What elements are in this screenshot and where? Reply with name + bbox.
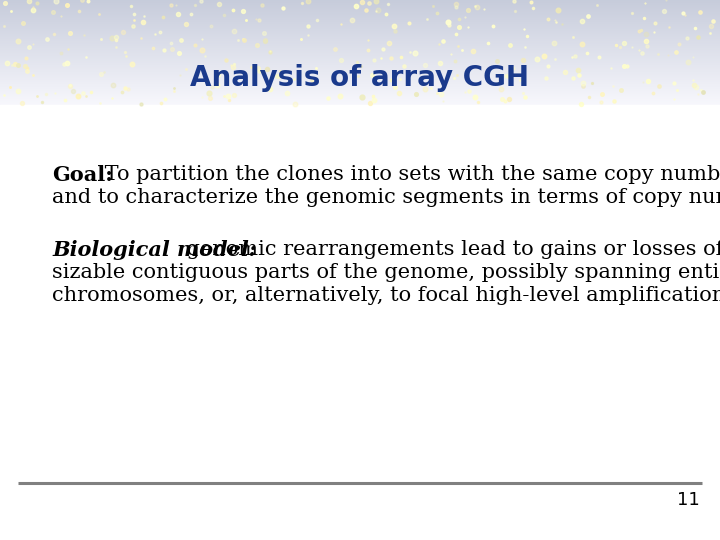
Bar (0, 105, 720, 540)
Text: genomic rearrangements lead to gains or losses of: genomic rearrangements lead to gains or … (180, 240, 720, 259)
Text: and to characterize the genomic segments in terms of copy number.: and to characterize the genomic segments… (52, 188, 720, 207)
Text: Analysis of array CGH: Analysis of array CGH (191, 64, 529, 92)
Text: chromosomes, or, alternatively, to focal high-level amplifications.: chromosomes, or, alternatively, to focal… (52, 286, 720, 305)
Text: sizable contiguous parts of the genome, possibly spanning entire: sizable contiguous parts of the genome, … (52, 263, 720, 282)
Text: 11: 11 (678, 491, 700, 509)
Text: Biological model:: Biological model: (52, 240, 256, 260)
Text: Goal:: Goal: (52, 165, 113, 185)
Text: To partition the clones into sets with the same copy number: To partition the clones into sets with t… (98, 165, 720, 184)
